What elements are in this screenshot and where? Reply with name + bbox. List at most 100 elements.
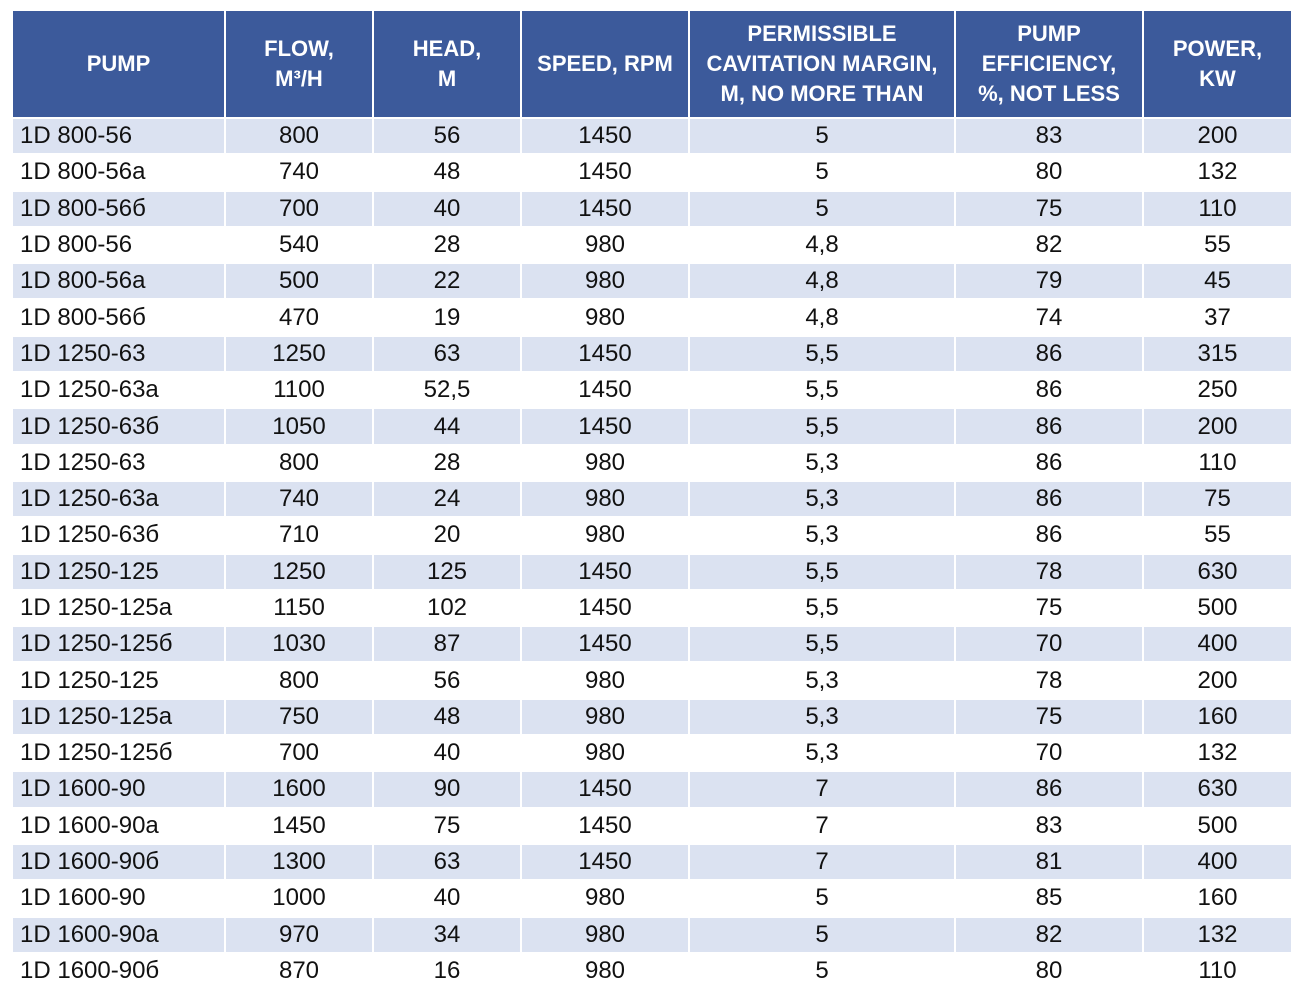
value-cell: 700 <box>224 734 374 773</box>
table-row: 1D 800-56б 700 40 1450 5 75 110 <box>11 189 1293 228</box>
value-cell: 540 <box>224 225 374 265</box>
value-cell: 740 <box>224 153 374 192</box>
header-cell: PUMP <box>11 9 226 119</box>
value-cell: 5 <box>688 189 956 228</box>
table-row: 1D 1600-90б 1300 63 1450 7 81 400 <box>11 842 1293 882</box>
value-cell: 20 <box>372 516 522 555</box>
value-cell: 1450 <box>520 806 690 845</box>
table-row: 1D 1250-125a 1150 102 1450 5,5 75 500 <box>11 588 1293 628</box>
table-row: 1D 1600-90б 870 16 980 5 80 110 <box>11 951 1293 991</box>
value-cell: 63 <box>372 334 522 374</box>
value-cell: 74 <box>954 298 1144 337</box>
value-cell: 4,8 <box>688 225 956 265</box>
value-cell: 630 <box>1142 552 1293 591</box>
table-row: 1D 1600-90 1600 90 1450 7 86 630 <box>11 770 1293 809</box>
value-cell: 400 <box>1142 625 1293 664</box>
value-cell: 75 <box>372 806 522 845</box>
pump-cell: 1D 800-56б <box>11 298 226 337</box>
value-cell: 75 <box>954 697 1144 737</box>
value-cell: 5 <box>688 153 956 192</box>
value-cell: 315 <box>1142 334 1293 374</box>
value-cell: 45 <box>1142 262 1293 301</box>
table-wrapper: PUMP FLOW, M³/H HEAD, M SPEED, RPM PERMISSIBLE… <box>11 9 1293 991</box>
pump-cell: 1D 1250-63б <box>11 516 226 555</box>
table-row: 1D 1250-125 1250 125 1450 5,5 78 630 <box>11 552 1293 591</box>
table-row: 1D 1250-63 1250 63 1450 5,5 86 315 <box>11 334 1293 374</box>
header-text: FLOW, <box>264 36 334 61</box>
value-cell: 1450 <box>520 334 690 374</box>
value-cell: 470 <box>224 298 374 337</box>
value-cell: 85 <box>954 879 1144 918</box>
value-cell: 200 <box>1142 661 1293 700</box>
header-cell: HEAD, M <box>372 9 522 119</box>
header-cell: POWER, KW <box>1142 9 1293 119</box>
header-cell: PUMP EFFICIENCY, %, NOT LESS <box>954 9 1144 119</box>
header-text: POWER, <box>1172 36 1263 61</box>
value-cell: 5,5 <box>688 334 956 374</box>
value-cell: 28 <box>372 225 522 265</box>
pump-cell: 1D 800-56a <box>11 153 226 192</box>
pump-cell: 1D 1600-90б <box>11 842 226 882</box>
value-cell: 86 <box>954 443 1144 482</box>
table-row: 1D 1250-63a 740 24 980 5,3 86 75 <box>11 479 1293 519</box>
value-cell: 48 <box>372 697 522 737</box>
value-cell: 75 <box>1142 479 1293 519</box>
value-cell: 800 <box>224 661 374 700</box>
value-cell: 5,5 <box>688 588 956 628</box>
value-cell: 87 <box>372 625 522 664</box>
value-cell: 740 <box>224 479 374 519</box>
header-cell: PERMISSIBLE CAVITATION MARGIN, M, NO MORE … <box>688 9 956 119</box>
value-cell: 800 <box>224 443 374 482</box>
value-cell: 5,3 <box>688 697 956 737</box>
value-cell: 110 <box>1142 443 1293 482</box>
value-cell: 70 <box>954 734 1144 773</box>
value-cell: 75 <box>954 588 1144 628</box>
value-cell: 5,3 <box>688 734 956 773</box>
table-row: 1D 1250-63 800 28 980 5,3 86 110 <box>11 443 1293 482</box>
pump-cell: 1D 1250-63 <box>11 443 226 482</box>
value-cell: 200 <box>1142 116 1293 156</box>
value-cell: 86 <box>954 371 1144 410</box>
pump-cell: 1D 1250-63a <box>11 479 226 519</box>
table-body: 1D 800-56 800 56 1450 5 83 200 1D 800-56a 740 48 1… <box>11 116 1293 991</box>
value-cell: 1250 <box>224 334 374 374</box>
value-cell: 1050 <box>224 407 374 446</box>
value-cell: 1030 <box>224 625 374 664</box>
value-cell: 500 <box>1142 588 1293 628</box>
value-cell: 1450 <box>520 371 690 410</box>
value-cell: 1150 <box>224 588 374 628</box>
value-cell: 44 <box>372 407 522 446</box>
value-cell: 4,8 <box>688 298 956 337</box>
value-cell: 16 <box>372 951 522 991</box>
value-cell: 132 <box>1142 153 1293 192</box>
value-cell: 5,5 <box>688 371 956 410</box>
value-cell: 86 <box>954 770 1144 809</box>
value-cell: 80 <box>954 951 1144 991</box>
value-cell: 5 <box>688 879 956 918</box>
header-text: EFFICIENCY, <box>981 51 1117 76</box>
pump-cell: 1D 1250-63б <box>11 407 226 446</box>
value-cell: 500 <box>224 262 374 301</box>
header-text: M <box>437 66 457 91</box>
value-cell: 980 <box>520 661 690 700</box>
table-row: 1D 1600-90a 1450 75 1450 7 83 500 <box>11 806 1293 845</box>
value-cell: 81 <box>954 842 1144 882</box>
value-cell: 86 <box>954 407 1144 446</box>
value-cell: 800 <box>224 116 374 156</box>
table-row: 1D 800-56 540 28 980 4,8 82 55 <box>11 225 1293 265</box>
table-row: 1D 800-56 800 56 1450 5 83 200 <box>11 116 1293 156</box>
pump-cell: 1D 800-56б <box>11 189 226 228</box>
value-cell: 125 <box>372 552 522 591</box>
value-cell: 79 <box>954 262 1144 301</box>
value-cell: 1600 <box>224 770 374 809</box>
pump-cell: 1D 1250-63 <box>11 334 226 374</box>
value-cell: 83 <box>954 116 1144 156</box>
value-cell: 980 <box>520 915 690 954</box>
value-cell: 630 <box>1142 770 1293 809</box>
value-cell: 90 <box>372 770 522 809</box>
value-cell: 1450 <box>520 189 690 228</box>
value-cell: 250 <box>1142 371 1293 410</box>
value-cell: 78 <box>954 661 1144 700</box>
value-cell: 5 <box>688 116 956 156</box>
